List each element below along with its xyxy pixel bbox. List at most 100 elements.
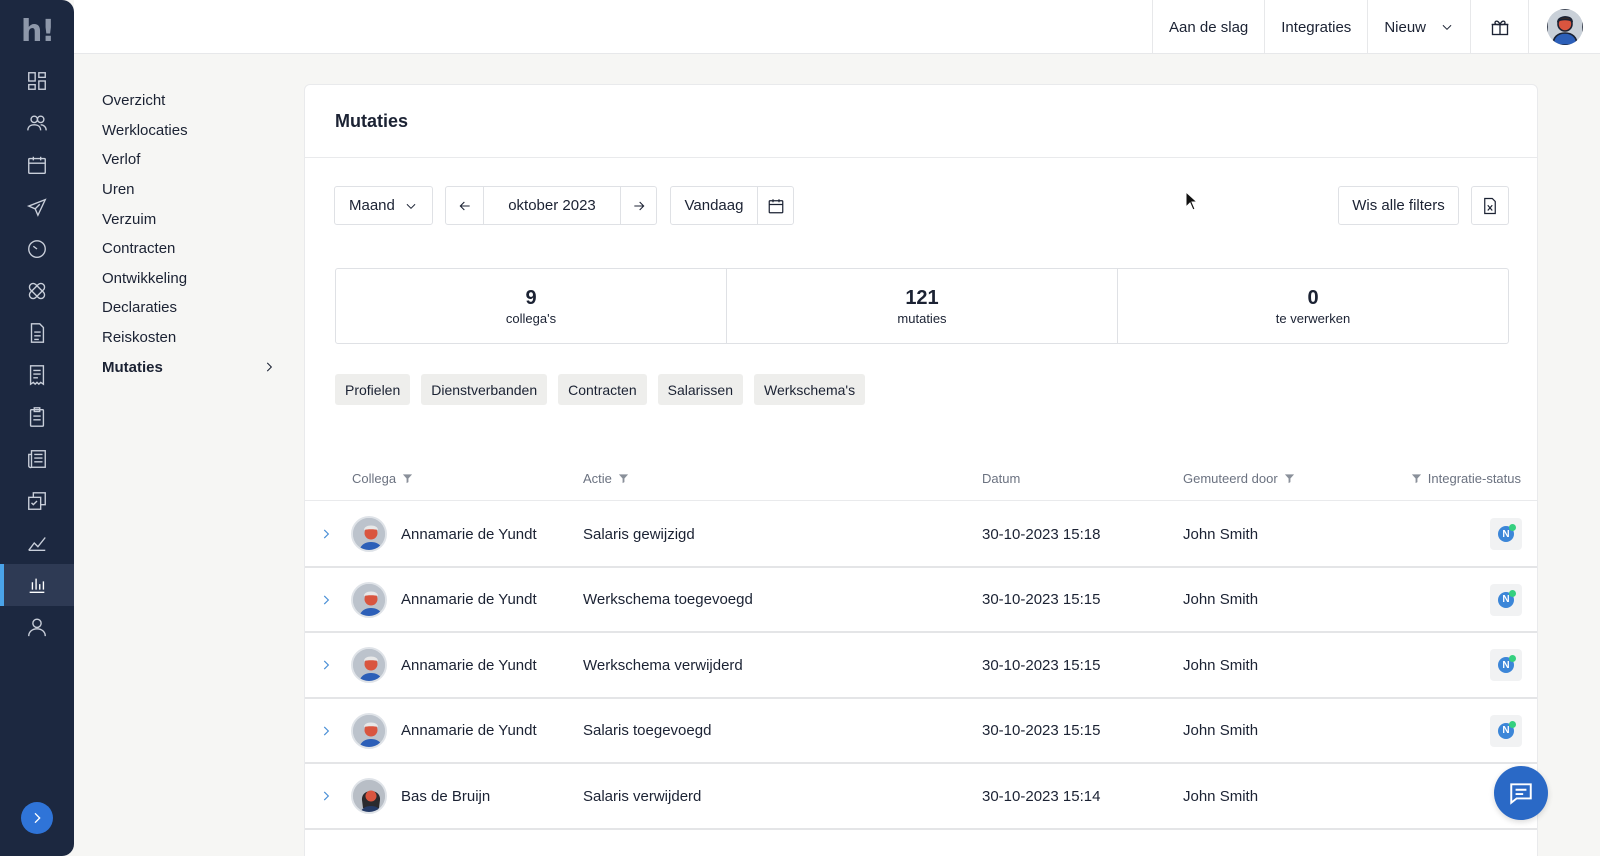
action-text: Salaris toegevoegd <box>583 722 712 740</box>
bar-chart-icon[interactable] <box>0 564 74 606</box>
date-text: 30-10-2023 15:14 <box>982 787 1101 805</box>
people-icon[interactable] <box>0 102 74 144</box>
table-row[interactable]: Annamarie de Yundt Werkschema verwijderd… <box>305 633 1537 699</box>
period-label[interactable]: oktober 2023 <box>483 187 620 224</box>
chip-profielen[interactable]: Profielen <box>335 374 411 405</box>
column-date[interactable]: Datum <box>982 455 1020 501</box>
colleague-name[interactable]: Annamarie de Yundt <box>401 656 537 674</box>
table-row[interactable]: Annamarie de Yundt Salaris toegevoegd 30… <box>305 699 1537 765</box>
bandage-icon[interactable] <box>0 270 74 312</box>
export-excel-button[interactable] <box>1471 186 1509 225</box>
chart-line-icon[interactable] <box>0 522 74 564</box>
newspaper-icon[interactable] <box>0 438 74 480</box>
subnav-item-label: Verzuim <box>102 210 157 228</box>
integration-status-badge[interactable]: N <box>1490 649 1522 682</box>
table-row[interactable]: Annamarie de Yundt Salaris gewijzigd 30-… <box>305 502 1537 568</box>
table-row[interactable]: Annamarie de Yundt Werkschema toegevoegd… <box>305 568 1537 634</box>
app-logo[interactable]: h! <box>21 14 55 49</box>
chip-salarissen[interactable]: Salarissen <box>657 374 743 405</box>
airplane-icon[interactable] <box>0 186 74 228</box>
expand-row-button[interactable] <box>319 633 333 697</box>
table-row[interactable]: Bas de Bruijn Salaris verwijderd 30-10-2… <box>305 764 1537 830</box>
column-action[interactable]: Actie <box>583 455 629 501</box>
get-started-link[interactable]: Aan de slag <box>1152 0 1264 54</box>
subnav-item-mutaties[interactable]: Mutaties <box>102 352 282 382</box>
receipt-icon[interactable] <box>0 354 74 396</box>
chip-werkschemas[interactable]: Werkschema's <box>753 374 866 405</box>
mouse-cursor <box>1185 190 1199 216</box>
calendar-picker-button[interactable] <box>757 187 793 224</box>
today-button[interactable]: Vandaag <box>684 197 744 214</box>
expand-row-button[interactable] <box>319 699 333 763</box>
changed-by-text: John Smith <box>1183 722 1259 740</box>
user-icon[interactable] <box>0 606 74 648</box>
avatar <box>1546 9 1583 45</box>
subnav-item-werklocaties[interactable]: Werklocaties <box>102 116 282 146</box>
integration-status-badge[interactable]: N <box>1490 518 1522 550</box>
category-filter-chips: Profielen Dienstverbanden Contracten Sal… <box>335 374 866 405</box>
column-changed-by[interactable]: Gemuteerd door <box>1183 455 1295 501</box>
filter-icon[interactable] <box>1411 473 1422 484</box>
dashboard-icon[interactable] <box>0 60 74 102</box>
chevron-right-icon <box>323 726 330 736</box>
subnav-item-overzicht[interactable]: Overzicht <box>102 86 282 116</box>
stat-colleagues[interactable]: 9 collega's <box>336 269 726 343</box>
subnav-item-declaraties[interactable]: Declaraties <box>102 293 282 323</box>
chevron-right-icon <box>323 529 330 539</box>
clock-icon[interactable] <box>0 228 74 270</box>
date-text: 30-10-2023 15:15 <box>982 591 1101 609</box>
gift-button[interactable] <box>1470 0 1528 54</box>
user-menu-button[interactable] <box>1528 0 1600 54</box>
checklist-icon[interactable] <box>0 480 74 522</box>
expand-row-button[interactable] <box>319 764 333 828</box>
integration-status-badge[interactable]: N <box>1490 583 1522 616</box>
expand-sidebar-button[interactable] <box>21 802 53 834</box>
subnav-item-reiskosten[interactable]: Reiskosten <box>102 323 282 353</box>
subnav-item-label: Overzicht <box>102 92 166 110</box>
colleague-name[interactable]: Annamarie de Yundt <box>401 722 537 740</box>
subnav-item-verzuim[interactable]: Verzuim <box>102 204 282 234</box>
chat-icon <box>1510 783 1532 805</box>
subnav-item-uren[interactable]: Uren <box>102 175 282 205</box>
integrations-link[interactable]: Integraties <box>1264 0 1367 54</box>
document-icon[interactable] <box>0 312 74 354</box>
new-menu-button[interactable]: Nieuw <box>1367 0 1470 54</box>
subnav-item-label: Declaraties <box>102 299 178 317</box>
subnav-item-verlof[interactable]: Verlof <box>102 145 282 175</box>
column-colleague[interactable]: Collega <box>352 455 413 501</box>
period-select-value: Maand <box>349 197 395 214</box>
previous-period-button[interactable] <box>446 187 483 224</box>
section-subnav: Overzicht Werklocaties Verlof Uren Verzu… <box>102 86 282 382</box>
integration-status-badge[interactable]: N <box>1490 714 1522 747</box>
colleague-name[interactable]: Annamarie de Yundt <box>401 525 537 543</box>
date-text: 30-10-2023 15:15 <box>982 722 1101 740</box>
chip-dienstverbanden[interactable]: Dienstverbanden <box>421 374 548 405</box>
calendar-icon[interactable] <box>0 144 74 186</box>
excel-file-icon <box>1484 197 1496 214</box>
filter-icon[interactable] <box>618 473 629 484</box>
status-ok-dot <box>1509 589 1516 597</box>
period-select[interactable]: Maand <box>334 186 433 225</box>
new-menu-label: Nieuw <box>1384 18 1426 36</box>
next-period-button[interactable] <box>620 187 656 224</box>
filter-icon[interactable] <box>1284 473 1295 484</box>
changed-by-text: John Smith <box>1183 787 1259 805</box>
colleague-name[interactable]: Annamarie de Yundt <box>401 591 537 609</box>
chat-launcher-button[interactable] <box>1494 766 1548 820</box>
chip-contracten[interactable]: Contracten <box>558 374 647 405</box>
expand-row-button[interactable] <box>319 568 333 632</box>
expand-row-button[interactable] <box>319 502 333 566</box>
colleague-name[interactable]: Bas de Bruijn <box>401 787 491 805</box>
column-integration-status[interactable]: Integratie-status <box>1411 455 1521 501</box>
date-text: 30-10-2023 15:15 <box>982 656 1101 674</box>
clear-filters-button[interactable]: Wis alle filters <box>1338 186 1459 225</box>
stat-mutations[interactable]: 121 mutaties <box>726 269 1117 343</box>
subnav-item-contracten[interactable]: Contracten <box>102 234 282 264</box>
clipboard-icon[interactable] <box>0 396 74 438</box>
column-label: Actie <box>583 470 612 486</box>
subnav-item-ontwikkeling[interactable]: Ontwikkeling <box>102 264 282 294</box>
changed-by-text: John Smith <box>1183 525 1259 543</box>
filter-icon[interactable] <box>402 473 413 484</box>
stat-to-process[interactable]: 0 te verwerken <box>1117 269 1508 343</box>
chevron-right-icon <box>34 812 41 824</box>
